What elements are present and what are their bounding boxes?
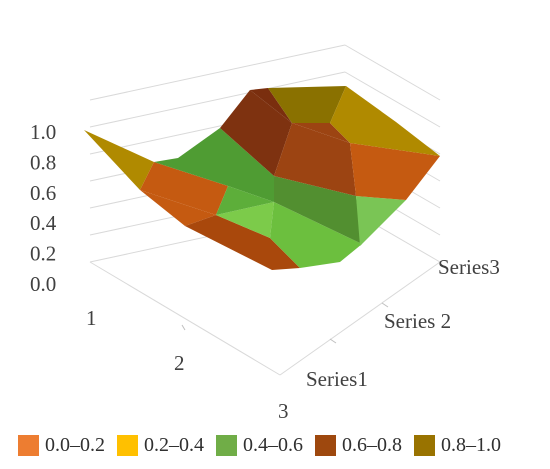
facet-14 — [250, 88, 292, 123]
series-tick-label: Series3 — [438, 255, 500, 279]
facet-7 — [154, 128, 274, 202]
facet-15 — [268, 86, 346, 123]
legend: 0.0–0.2 0.2–0.4 0.4–0.6 0.6–0.8 0.8–1.0 — [18, 431, 548, 459]
facet-12 — [274, 123, 356, 196]
x-tick-label: 1 — [86, 306, 97, 330]
facet-6 — [270, 202, 362, 268]
facet-5 — [216, 202, 274, 238]
facet-2 — [140, 162, 228, 215]
legend-label: 0.4–0.6 — [243, 433, 303, 456]
z-tick-label: 0.2 — [30, 242, 56, 266]
facet-3 — [140, 190, 216, 226]
z-tick-label: 0.8 — [30, 150, 56, 174]
legend-swatch — [216, 434, 237, 456]
z-tick-label: 0.0 — [30, 272, 56, 296]
facet-16 — [292, 123, 350, 143]
legend-item: 0.4–0.6 — [216, 434, 303, 457]
facet-13 — [350, 143, 440, 200]
legend-item: 0.8–1.0 — [414, 434, 501, 457]
legend-item: 0.2–0.4 — [117, 434, 204, 457]
legend-label: 0.0–0.2 — [45, 433, 105, 456]
facet-10 — [356, 196, 406, 246]
facet-1 — [84, 130, 154, 190]
legend-label: 0.2–0.4 — [144, 433, 204, 456]
surface-facets — [84, 86, 440, 270]
z-tick-label: 0.4 — [30, 211, 57, 235]
series-tick-label: Series 2 — [384, 309, 451, 333]
facet-11 — [220, 90, 292, 176]
facet-4 — [185, 215, 300, 270]
legend-item: 0.6–0.8 — [315, 434, 402, 457]
legend-swatch — [315, 434, 336, 456]
series-tick-label: Series1 — [306, 367, 368, 391]
legend-swatch — [117, 434, 138, 456]
facet-17 — [330, 86, 440, 156]
z-axis-ticks: 0.0 0.2 0.4 0.6 0.8 1.0 — [30, 120, 57, 296]
series-axis-ticks: Series1 Series 2 Series3 — [306, 255, 500, 391]
x-tick-label: 3 — [278, 399, 289, 423]
z-tick-label: 1.0 — [30, 120, 56, 144]
x-axis-ticks: 1 2 3 — [86, 306, 289, 423]
legend-item: 0.0–0.2 — [18, 434, 105, 457]
legend-label: 0.6–0.8 — [342, 433, 402, 456]
legend-swatch — [414, 434, 435, 456]
legend-swatch — [18, 434, 39, 456]
z-tick-label: 0.6 — [30, 181, 56, 205]
facet-9 — [274, 176, 362, 244]
x-tick-label: 2 — [174, 351, 185, 375]
legend-label: 0.8–1.0 — [441, 433, 501, 456]
facet-8 — [216, 186, 274, 215]
